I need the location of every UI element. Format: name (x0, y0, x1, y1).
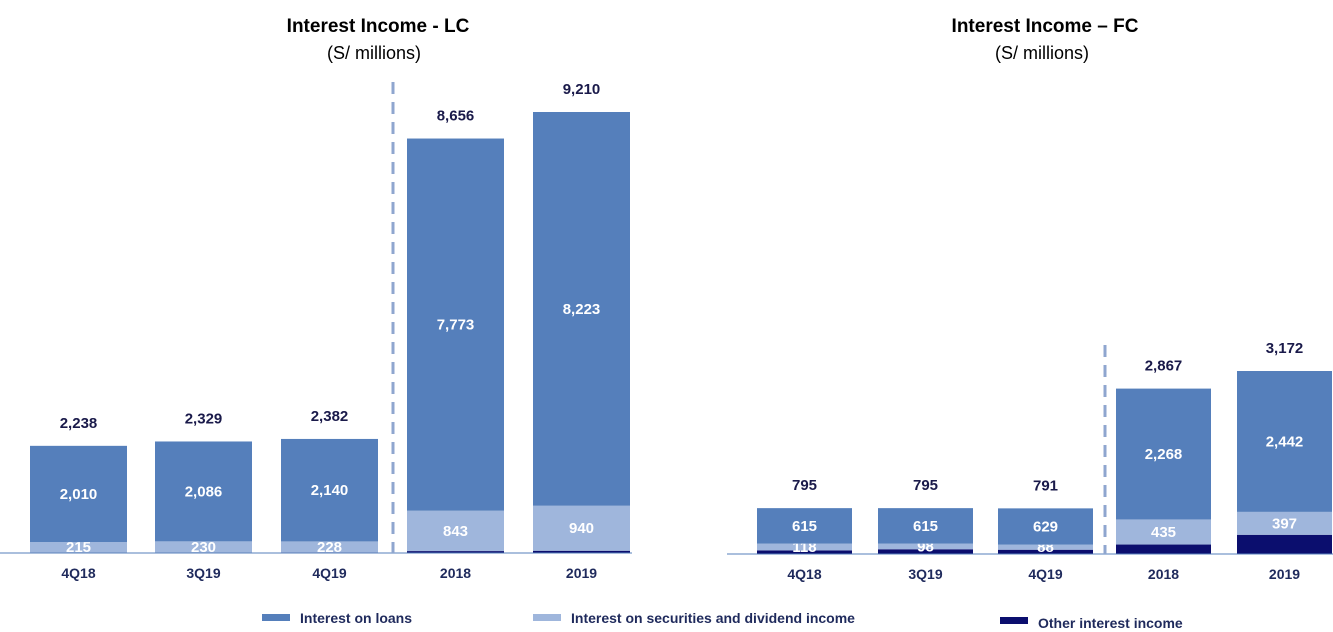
chart-lc: Interest Income - LC (S/ millions) 215 2,… (0, 16, 632, 581)
total-label-4q18: 2,238 (60, 415, 98, 432)
label-loans-4q19: 2,140 (311, 482, 349, 499)
bar-other-2019 (1237, 534, 1332, 554)
label-loans-3q19: 2,086 (185, 483, 223, 500)
label-loans-2019: 2,442 (1266, 433, 1304, 450)
label-loans-2018: 2,268 (1145, 446, 1183, 463)
bar-securities-4q18 (757, 543, 852, 551)
chart-lc-title: Interest Income - LC (287, 16, 470, 37)
chart-fc-plot: 1186157954Q18986157953Q19886297914Q19435… (727, 340, 1333, 582)
bar-loans-4q18 (757, 508, 852, 544)
label-loans-4q19: 629 (1033, 519, 1058, 536)
legend-swatch-securities (533, 614, 561, 621)
chart-fc: Interest Income – FC (S/ millions) 11861… (727, 16, 1333, 582)
label-securities-4q18: 215 (66, 539, 91, 556)
bar-other-4q19 (998, 549, 1093, 554)
total-label-2019: 3,172 (1266, 340, 1304, 357)
total-label-2019: 9,210 (563, 81, 601, 98)
bar-securities-2018 (407, 510, 504, 552)
bar-securities-4q19 (281, 541, 378, 553)
legend: Interest on loans Interest on securities… (262, 610, 1183, 631)
legend-label-other: Other interest income (1038, 615, 1183, 631)
bar-loans-2019 (533, 112, 630, 506)
legend-label-securities: Interest on securities and dividend inco… (571, 610, 855, 626)
bar-securities-3q19 (878, 543, 973, 550)
total-label-2018: 2,867 (1145, 358, 1183, 375)
bar-loans-2018 (1116, 388, 1211, 520)
bar-other-2018 (407, 551, 504, 553)
bar-securities-2018 (1116, 519, 1211, 545)
label-loans-3q19: 615 (913, 518, 938, 535)
x-tick-3q19: 3Q19 (186, 565, 220, 581)
bar-loans-4q19 (281, 438, 378, 542)
chart-lc-plot: 215 2,010 2,238 4Q18 230 2,086 2,329 3Q19 228 2,1… (0, 81, 632, 581)
total-label-3q19: 795 (913, 477, 938, 494)
chart-fc-title: Interest Income – FC (952, 16, 1139, 37)
total-label-4q19: 791 (1033, 477, 1058, 494)
label-securities-2019: 940 (569, 520, 594, 537)
bar-loans-4q18 (30, 445, 127, 543)
label-loans-4q18: 2,010 (60, 486, 98, 503)
x-tick-3q19: 3Q19 (908, 566, 942, 582)
x-tick-4q19: 4Q19 (1028, 566, 1062, 582)
label-loans-2019: 8,223 (563, 301, 601, 318)
legend-label-loans: Interest on loans (300, 610, 412, 626)
x-tick-4q18: 4Q18 (61, 565, 95, 581)
x-tick-2018: 2018 (1148, 566, 1179, 582)
x-tick-2019: 2019 (566, 565, 597, 581)
bar-other-3q19 (878, 549, 973, 554)
total-label-3q19: 2,329 (185, 410, 223, 427)
label-securities-2019: 397 (1272, 515, 1297, 532)
chart-fc-subtitle: (S/ millions) (995, 43, 1089, 63)
label-securities-4q19: 228 (317, 539, 342, 556)
bar-loans-3q19 (155, 441, 252, 542)
total-label-4q19: 2,382 (311, 408, 349, 425)
bar-loans-3q19 (878, 508, 973, 544)
total-label-2018: 8,656 (437, 108, 475, 125)
x-tick-2019: 2019 (1269, 566, 1300, 582)
bar-securities-2019 (533, 505, 630, 551)
label-securities-2018: 435 (1151, 524, 1176, 541)
x-tick-4q19: 4Q19 (312, 565, 346, 581)
bar-other-2019 (533, 550, 630, 553)
x-tick-2018: 2018 (440, 565, 471, 581)
legend-swatch-loans (262, 614, 290, 621)
total-label-4q18: 795 (792, 477, 817, 494)
label-securities-2018: 843 (443, 523, 468, 540)
chart-lc-subtitle: (S/ millions) (327, 43, 421, 63)
bar-loans-2019 (1237, 371, 1332, 512)
bar-loans-2018 (407, 138, 504, 511)
legend-swatch-other (1000, 617, 1028, 624)
label-securities-3q19: 230 (191, 539, 216, 556)
bar-other-2018 (1116, 544, 1211, 554)
x-tick-4q18: 4Q18 (787, 566, 821, 582)
label-loans-2018: 7,773 (437, 317, 475, 334)
bar-other-4q18 (757, 550, 852, 554)
bar-securities-2019 (1237, 511, 1332, 535)
bar-loans-4q19 (998, 508, 1093, 545)
bar-securities-4q19 (998, 544, 1093, 550)
bar-securities-4q18 (30, 542, 127, 553)
label-loans-4q18: 615 (792, 518, 817, 535)
bar-securities-3q19 (155, 541, 252, 553)
